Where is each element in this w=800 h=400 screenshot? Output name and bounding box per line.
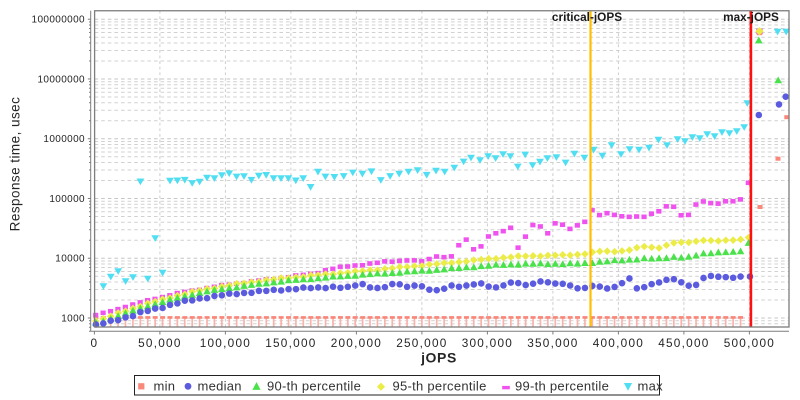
svg-text:100,000: 100,000 bbox=[200, 336, 251, 350]
svg-text:99-th percentile: 99-th percentile bbox=[515, 379, 609, 394]
svg-text:10000000: 10000000 bbox=[37, 74, 85, 85]
svg-text:max-jOPS: max-jOPS bbox=[723, 10, 779, 24]
svg-text:300,000: 300,000 bbox=[462, 336, 513, 350]
svg-text:1000: 1000 bbox=[61, 313, 85, 324]
svg-text:jOPS: jOPS bbox=[420, 350, 457, 366]
svg-text:50,000: 50,000 bbox=[138, 336, 182, 350]
svg-text:1000000: 1000000 bbox=[43, 134, 85, 145]
svg-text:critical-jOPS: critical-jOPS bbox=[552, 10, 622, 24]
svg-text:250,000: 250,000 bbox=[396, 336, 447, 350]
svg-text:350,000: 350,000 bbox=[527, 336, 578, 350]
svg-text:min: min bbox=[154, 379, 176, 394]
svg-text:400,000: 400,000 bbox=[593, 336, 644, 350]
svg-text:150,000: 150,000 bbox=[265, 336, 316, 350]
svg-text:max: max bbox=[638, 379, 664, 394]
svg-text:200,000: 200,000 bbox=[331, 336, 382, 350]
svg-text:90-th percentile: 90-th percentile bbox=[267, 379, 361, 394]
svg-text:median: median bbox=[198, 379, 242, 394]
svg-text:500,000: 500,000 bbox=[724, 336, 775, 350]
svg-text:450,000: 450,000 bbox=[658, 336, 709, 350]
svg-text:10000: 10000 bbox=[55, 254, 85, 265]
svg-text:0: 0 bbox=[90, 336, 98, 350]
svg-text:100000: 100000 bbox=[49, 194, 85, 205]
svg-text:Response time, usec: Response time, usec bbox=[8, 97, 23, 232]
svg-text:100000000: 100000000 bbox=[32, 15, 86, 26]
svg-text:95-th percentile: 95-th percentile bbox=[393, 379, 487, 394]
